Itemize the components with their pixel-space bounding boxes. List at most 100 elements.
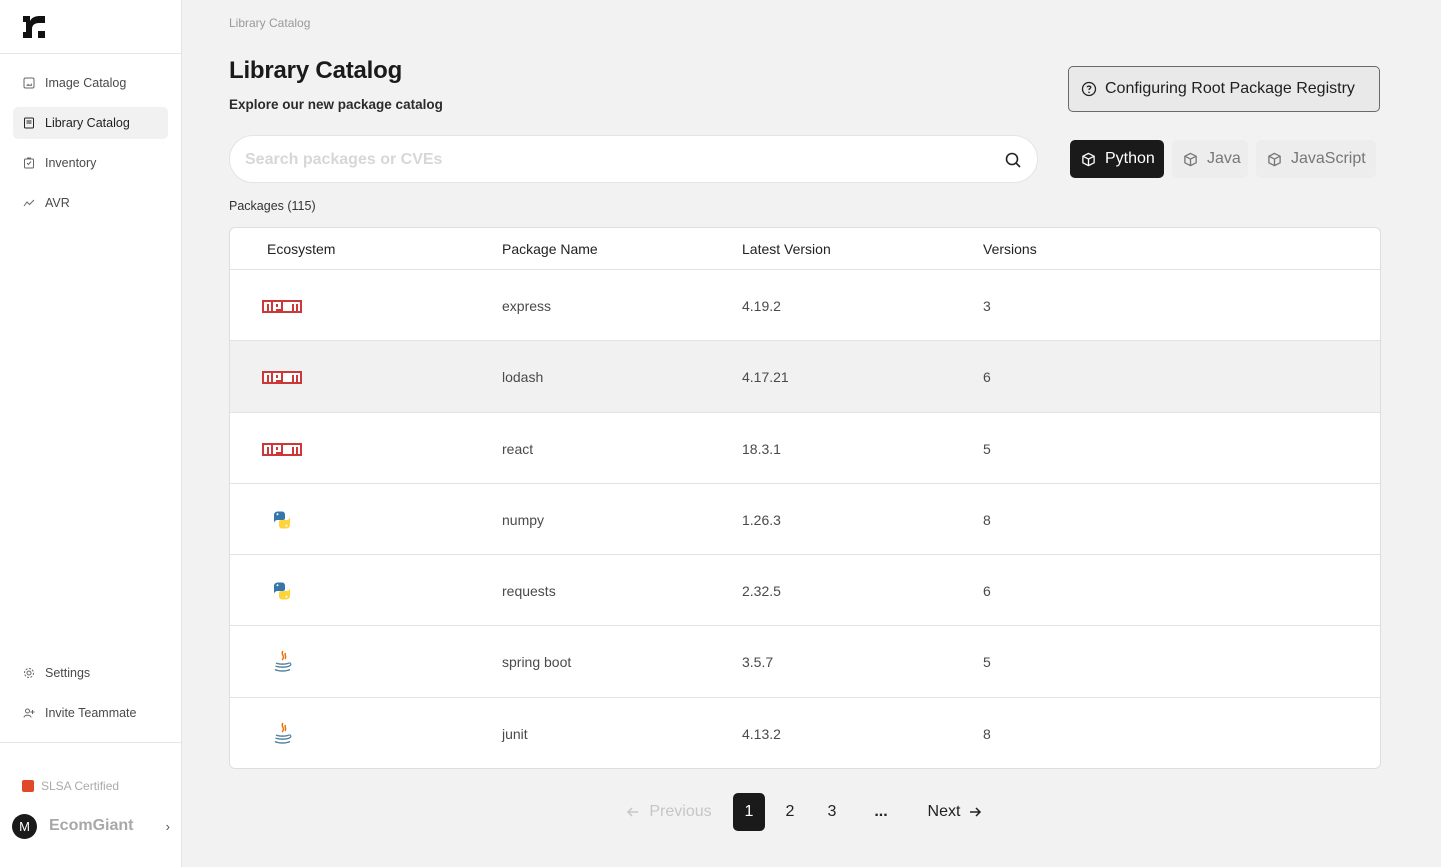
sidebar-item-library-catalog[interactable]: Library Catalog (13, 107, 168, 139)
sidebar-item-invite-teammate[interactable]: Invite Teammate (13, 697, 168, 729)
npm-icon (262, 442, 302, 456)
packages-count: Packages (115) (229, 199, 316, 213)
sidebar-item-label: Library Catalog (45, 116, 130, 130)
package-name: requests (502, 583, 556, 600)
logo-area (0, 0, 181, 54)
slsa-label: SLSA Certified (41, 779, 120, 793)
search-box (229, 135, 1038, 183)
page-title: Library Catalog (229, 57, 403, 84)
sidebar-item-label: Inventory (45, 156, 97, 170)
page-subtitle: Explore our new package catalog (229, 97, 443, 112)
package-name: numpy (502, 511, 545, 528)
search-input[interactable] (245, 148, 985, 172)
inventory-icon (24, 157, 34, 169)
table-row[interactable]: requests 2.32.5 6 (230, 555, 1380, 627)
tab-label: JavaScript (1291, 150, 1366, 167)
column-header-versions: Versions (983, 241, 1037, 257)
npm-icon (262, 300, 302, 313)
sidebar-item-label: Invite Teammate (45, 706, 137, 720)
user-plus-icon (23, 708, 35, 718)
sidebar-nav: Image Catalog Library Catalog Inventory … (0, 54, 181, 219)
python-icon (274, 511, 290, 529)
table-row[interactable]: numpy 1.26.3 8 (230, 484, 1380, 556)
pagination: Previous 1 2 3 ... Next (0, 793, 1441, 831)
latest-version: 3.5.7 (742, 654, 774, 671)
package-icon (1268, 152, 1281, 166)
python-icon (274, 582, 290, 600)
column-header-package-name: Package Name (502, 241, 598, 257)
tab-python[interactable]: Python (1070, 140, 1164, 178)
versions-count: 5 (983, 440, 991, 457)
sidebar-bottom-nav: Settings Invite Teammate (0, 657, 181, 737)
latest-version: 18.3.1 (742, 440, 781, 457)
breadcrumb[interactable]: Library Catalog (229, 16, 311, 30)
chevron-right-icon: › (165, 818, 170, 834)
versions-count: 8 (983, 511, 991, 528)
table-row[interactable]: junit 4.13.2 8 (230, 698, 1380, 768)
arrow-right-icon (970, 807, 982, 817)
table-header: Ecosystem Package Name Latest Version Ve… (230, 228, 1380, 270)
avatar: M (12, 813, 37, 839)
column-header-latest-version: Latest Version (742, 241, 831, 257)
latest-version: 4.19.2 (742, 298, 781, 314)
package-name: express (502, 298, 552, 314)
next-label: Next (927, 803, 961, 820)
pagination-ellipsis: ... (874, 803, 888, 820)
sidebar-item-settings[interactable]: Settings (13, 657, 168, 689)
sidebar-item-image-catalog[interactable]: Image Catalog (13, 67, 168, 99)
tab-java[interactable]: Java (1172, 140, 1248, 178)
help-circle-icon (1081, 81, 1097, 97)
npm-icon (262, 371, 302, 385)
package-icon (1184, 152, 1197, 166)
sidebar: Image Catalog Library Catalog Inventory … (0, 0, 182, 867)
image-icon (23, 77, 35, 89)
latest-version: 4.17.21 (742, 369, 789, 386)
sidebar-item-label: AVR (45, 196, 70, 210)
arrow-left-icon (627, 807, 639, 817)
package-name: lodash (502, 369, 544, 386)
logo-icon[interactable] (21, 14, 47, 40)
latest-version: 1.26.3 (742, 511, 781, 528)
configure-registry-button[interactable]: Configuring Root Package Registry (1068, 66, 1380, 112)
slsa-badge: SLSA Certified (22, 779, 119, 793)
versions-count: 6 (983, 369, 991, 386)
java-icon (274, 722, 292, 744)
table-row[interactable]: express 4.19.2 3 (230, 270, 1380, 342)
configure-registry-label: Configuring Root Package Registry (1105, 80, 1355, 97)
sidebar-item-inventory[interactable]: Inventory (13, 147, 168, 179)
latest-version: 4.13.2 (742, 725, 781, 742)
sidebar-item-label: Settings (45, 666, 91, 680)
page-1-button[interactable]: 1 (733, 793, 765, 831)
sidebar-item-avr[interactable]: AVR (13, 187, 168, 219)
next-page-button[interactable]: Next (923, 793, 987, 831)
sidebar-item-label: Image Catalog (45, 76, 127, 90)
packages-table: Ecosystem Package Name Latest Version Ve… (229, 227, 1381, 769)
search-icon[interactable] (1004, 151, 1022, 169)
previous-page-button[interactable]: Previous (623, 793, 715, 831)
page-2-button[interactable]: 2 (785, 803, 795, 820)
versions-count: 5 (983, 654, 991, 671)
latest-version: 2.32.5 (742, 583, 781, 600)
table-row[interactable]: spring boot 3.5.7 5 (230, 626, 1380, 698)
org-name: EcomGiant (49, 817, 134, 834)
versions-count: 8 (983, 725, 991, 742)
package-name: spring boot (502, 654, 572, 671)
gear-icon (24, 668, 34, 678)
org-switcher[interactable]: M EcomGiant › (12, 813, 170, 839)
versions-count: 3 (983, 298, 991, 314)
package-icon (1082, 152, 1095, 166)
table-row[interactable]: react 18.3.1 5 (230, 413, 1380, 484)
previous-label: Previous (649, 803, 712, 820)
slsa-icon (22, 780, 34, 792)
sidebar-footer: SLSA Certified M EcomGiant › (0, 742, 181, 867)
tab-label: Java (1207, 150, 1241, 167)
tab-label: Python (1105, 150, 1155, 167)
tab-javascript[interactable]: JavaScript (1256, 140, 1376, 178)
package-name: junit (502, 725, 528, 742)
page-3-button[interactable]: 3 (827, 803, 837, 820)
package-name: react (502, 440, 534, 457)
versions-count: 6 (983, 583, 991, 600)
table-row[interactable]: lodash 4.17.21 6 (230, 341, 1380, 413)
book-icon (24, 117, 34, 129)
trend-icon (23, 199, 35, 207)
